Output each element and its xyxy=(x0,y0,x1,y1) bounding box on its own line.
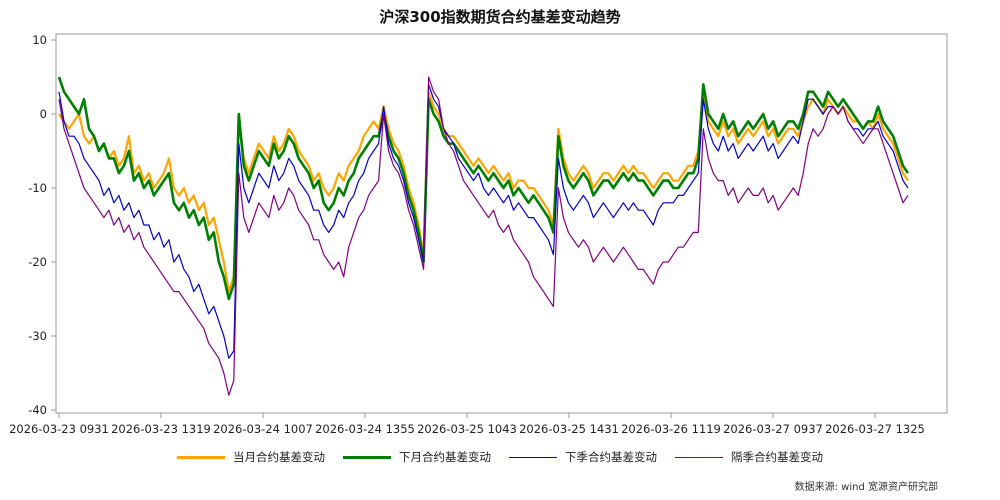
legend-label: 下季合约基差变动 xyxy=(565,450,657,464)
series-lines xyxy=(57,76,910,396)
legend-swatch-orange xyxy=(177,455,225,459)
line-chart: 100-10-20-30-40 2026-03-23 0931 2026-03-2… xyxy=(9,33,948,436)
x-tick-label: 2026-03-27 1325 xyxy=(825,422,925,436)
legend: 当月合约基差变动 下月合约基差变动 下季合约基差变动 隔季合约基差变动 xyxy=(0,449,1000,465)
legend-swatch-blue xyxy=(509,456,557,458)
y-tick-label: -20 xyxy=(28,255,47,269)
x-tick-label: 2026-03-24 1355 xyxy=(315,422,415,436)
x-tick-label: 2026-03-27 0937 xyxy=(723,422,823,436)
y-tick-label: 10 xyxy=(32,33,47,47)
data-source-note: 数据来源: wind 宽源资产研究部 xyxy=(794,482,938,493)
y-axis: 10 0 -10 -20 -30 -40 xyxy=(28,33,56,417)
legend-item-next-month: 下月合约基差变动 xyxy=(343,449,491,465)
x-tick-label: 2026-03-25 1431 xyxy=(519,422,619,436)
x-tick-label: 2026-03-24 1007 xyxy=(213,422,313,436)
series-line-0 xyxy=(58,90,909,293)
x-tick-label: 2026-03-26 1119 xyxy=(621,422,721,436)
legend-item-far-quarter: 隔季合约基差变动 xyxy=(675,449,823,465)
y-tick-label: -10 xyxy=(28,181,47,195)
legend-item-current-month: 当月合约基差变动 xyxy=(177,449,325,465)
legend-item-next-quarter: 下季合约基差变动 xyxy=(509,449,657,465)
series-line-2 xyxy=(58,83,909,359)
x-tick-label: 2026-03-23 1319 xyxy=(111,422,211,436)
legend-swatch-purple xyxy=(675,456,723,458)
legend-label: 下月合约基差变动 xyxy=(399,450,491,464)
legend-label: 当月合约基差变动 xyxy=(233,450,325,464)
series-line-1 xyxy=(57,76,910,301)
chart-title: 沪深300指数期货合约基差变动趋势 xyxy=(379,8,621,26)
x-tick-label: 2026-03-25 1043 xyxy=(417,422,517,436)
x-axis: 2026-03-23 0931 2026-03-23 1319 2026-03-24… xyxy=(9,413,925,436)
y-tick-label: -30 xyxy=(28,329,47,343)
x-tick-label: 2026-03-23 0931 xyxy=(9,422,109,436)
y-tick-label: 0 xyxy=(40,107,47,121)
series-line-3 xyxy=(58,76,909,396)
legend-label: 隔季合约基差变动 xyxy=(731,450,823,464)
legend-swatch-green xyxy=(343,455,391,459)
y-tick-label: -40 xyxy=(28,403,47,417)
